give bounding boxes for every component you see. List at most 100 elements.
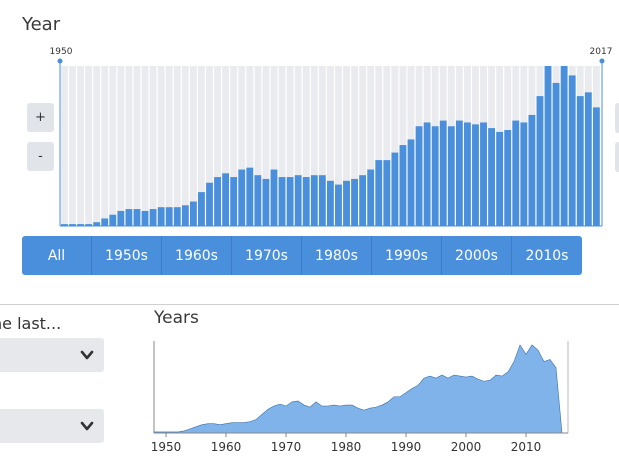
histogram-bar[interactable] bbox=[109, 214, 117, 226]
zoom-in-button[interactable]: + bbox=[27, 103, 54, 132]
histogram-bar[interactable] bbox=[149, 209, 157, 226]
x-tick-label: 1950 bbox=[151, 440, 182, 454]
histogram-bg-bar bbox=[302, 66, 310, 226]
histogram-bar[interactable] bbox=[262, 178, 270, 226]
decade-button-2010s[interactable]: 2010s bbox=[512, 236, 582, 275]
histogram-bar[interactable] bbox=[230, 177, 238, 226]
x-tick-label: 1980 bbox=[331, 440, 362, 454]
histogram-bar[interactable] bbox=[431, 126, 439, 226]
histogram-bar[interactable] bbox=[560, 66, 568, 226]
decade-button-1960s[interactable]: 1960s bbox=[162, 236, 232, 275]
histogram-bar[interactable] bbox=[504, 130, 512, 226]
histogram-bg-bar bbox=[206, 66, 213, 226]
histogram-bar[interactable] bbox=[592, 107, 600, 226]
histogram-bar[interactable] bbox=[488, 128, 496, 226]
histogram-bar[interactable] bbox=[85, 224, 93, 226]
histogram-bar[interactable] bbox=[326, 180, 334, 226]
time-range-select[interactable] bbox=[0, 338, 104, 372]
histogram-bar[interactable] bbox=[238, 169, 246, 226]
histogram-bar[interactable] bbox=[270, 169, 278, 226]
histogram-bar[interactable] bbox=[496, 131, 504, 226]
histogram-bg-bar bbox=[343, 66, 350, 226]
side-control-stub[interactable] bbox=[615, 103, 619, 133]
histogram-bar[interactable] bbox=[520, 122, 528, 226]
histogram-bar[interactable] bbox=[157, 207, 165, 226]
histogram-bar[interactable] bbox=[480, 122, 487, 226]
histogram-bar[interactable] bbox=[367, 169, 375, 226]
decade-button-all[interactable]: All bbox=[22, 236, 92, 275]
histogram-bar[interactable] bbox=[576, 96, 584, 226]
histogram-bar[interactable] bbox=[375, 160, 383, 226]
histogram-bar[interactable] bbox=[472, 124, 479, 226]
histogram-bar[interactable] bbox=[351, 178, 359, 226]
side-control-stub[interactable] bbox=[615, 142, 619, 172]
histogram-bg-bar bbox=[125, 66, 133, 226]
histogram-bar[interactable] bbox=[512, 120, 520, 226]
histogram-bar[interactable] bbox=[101, 218, 109, 226]
time-range-label: he last... bbox=[0, 314, 62, 333]
section-divider bbox=[0, 304, 619, 305]
histogram-bar[interactable] bbox=[584, 92, 592, 226]
histogram-bar[interactable] bbox=[335, 184, 342, 226]
histogram-bar[interactable] bbox=[310, 175, 318, 226]
zoom-out-button[interactable]: - bbox=[27, 142, 54, 171]
histogram-bar[interactable] bbox=[359, 175, 367, 226]
decade-button-1970s[interactable]: 1970s bbox=[232, 236, 302, 275]
histogram-bar[interactable] bbox=[343, 180, 350, 226]
histogram-bar[interactable] bbox=[77, 224, 84, 226]
histogram-bg-bar bbox=[173, 66, 181, 226]
histogram-bar[interactable] bbox=[544, 66, 552, 226]
histogram-bar[interactable] bbox=[294, 175, 302, 226]
histogram-bar[interactable] bbox=[286, 177, 294, 226]
decade-button-1950s[interactable]: 1950s bbox=[92, 236, 162, 275]
histogram-bar[interactable] bbox=[383, 160, 391, 226]
histogram-bg-bar bbox=[133, 66, 141, 226]
histogram-bar[interactable] bbox=[447, 126, 455, 226]
chevron-down-icon bbox=[80, 350, 94, 360]
decade-button-2000s[interactable]: 2000s bbox=[442, 236, 512, 275]
histogram-bar[interactable] bbox=[222, 173, 230, 226]
range-start-handle[interactable] bbox=[57, 58, 63, 64]
histogram-bar[interactable] bbox=[391, 152, 399, 226]
histogram-bar[interactable] bbox=[189, 201, 197, 226]
histogram-bar[interactable] bbox=[254, 175, 262, 226]
range-end-handle[interactable] bbox=[599, 58, 605, 64]
histogram-bar[interactable] bbox=[528, 114, 536, 226]
histogram-bar[interactable] bbox=[93, 222, 101, 226]
histogram-bar[interactable] bbox=[246, 167, 254, 226]
histogram-bar[interactable] bbox=[165, 207, 173, 226]
histogram-bar[interactable] bbox=[318, 175, 326, 226]
histogram-bar[interactable] bbox=[423, 122, 431, 226]
histogram-bar[interactable] bbox=[399, 145, 407, 226]
decade-button-1980s[interactable]: 1980s bbox=[302, 236, 372, 275]
years-area-series bbox=[153, 344, 568, 434]
histogram-bar[interactable] bbox=[439, 120, 447, 226]
histogram-bar[interactable] bbox=[552, 82, 560, 226]
histogram-bar[interactable] bbox=[278, 177, 286, 226]
histogram-bar[interactable] bbox=[141, 210, 149, 226]
histogram-bar[interactable] bbox=[415, 126, 423, 226]
histogram-bar[interactable] bbox=[455, 120, 463, 226]
histogram-bar[interactable] bbox=[133, 209, 141, 226]
histogram-bar[interactable] bbox=[407, 139, 415, 226]
year-histogram[interactable]: 1950 2017 bbox=[0, 40, 619, 230]
histogram-bar[interactable] bbox=[206, 182, 213, 226]
histogram-bar[interactable] bbox=[69, 224, 76, 226]
histogram-bar[interactable] bbox=[214, 177, 221, 226]
histogram-bg-bar bbox=[286, 66, 294, 226]
histogram-bg-bar bbox=[262, 66, 270, 226]
histogram-bar[interactable] bbox=[173, 207, 181, 226]
histogram-bar[interactable] bbox=[198, 192, 205, 226]
histogram-bar[interactable] bbox=[125, 209, 133, 226]
histogram-bar[interactable] bbox=[302, 177, 310, 226]
x-tick-label: 2010 bbox=[511, 440, 542, 454]
histogram-bar[interactable] bbox=[568, 75, 576, 226]
histogram-bar[interactable] bbox=[61, 224, 68, 226]
histogram-bar[interactable] bbox=[463, 122, 471, 226]
decade-button-1990s[interactable]: 1990s bbox=[372, 236, 442, 275]
histogram-bar[interactable] bbox=[181, 205, 189, 226]
histogram-bg-bar bbox=[77, 66, 84, 226]
histogram-bar[interactable] bbox=[117, 210, 125, 226]
histogram-bar[interactable] bbox=[536, 96, 544, 226]
secondary-select[interactable] bbox=[0, 409, 104, 443]
